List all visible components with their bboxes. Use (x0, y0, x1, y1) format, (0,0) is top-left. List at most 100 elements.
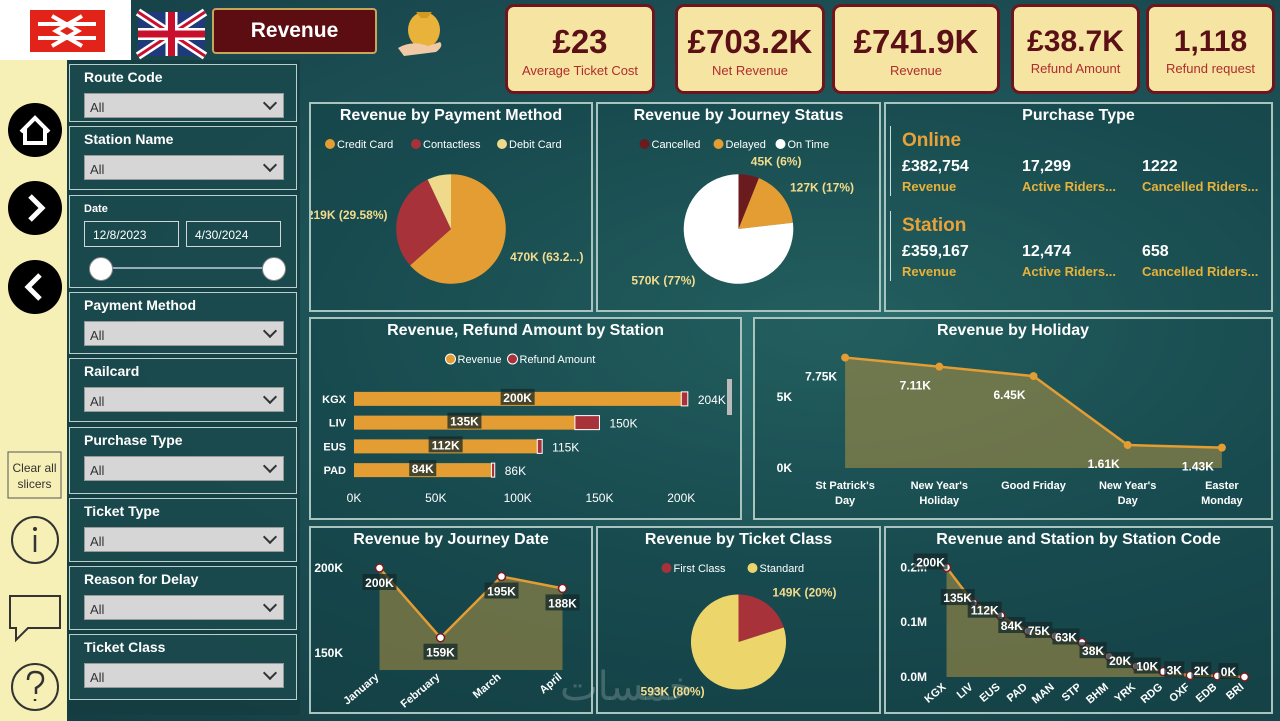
metric-value: 17,299 (1022, 158, 1071, 175)
metric-label: Cancelled Riders... (1142, 264, 1259, 279)
chart-title: Revenue by Payment Method (339, 107, 563, 124)
chart-panel: Revenue Refund Amount 0K 50K 100K 150K 200K KGX… (309, 317, 742, 520)
kpi-value: £703.2K (687, 23, 813, 60)
date-input[interactable]: 4/30/2024 (186, 221, 281, 247)
x-tick-label: New Year's Day (1099, 480, 1156, 507)
legend-label: Standard (760, 563, 805, 575)
pie-slice (396, 179, 451, 266)
chart-panel: Cancelled Delayed On Time 45K (6%) 127K (17%… (596, 102, 881, 312)
info-button[interactable] (11, 516, 59, 564)
x-tick-label: January (341, 671, 382, 708)
x-tick-label: April (538, 671, 565, 696)
kpi-label: Average Ticket Cost (521, 63, 639, 78)
chart: First Class Standard 149K (20%) 593K (80%) (641, 563, 836, 699)
label-bg (545, 594, 580, 611)
chart-title: Revenue by Journey Status (633, 107, 844, 124)
data-label: 195K (487, 585, 516, 599)
kpi-value: £741.9K (853, 23, 979, 60)
metric-label: Revenue (902, 179, 957, 194)
label-bg (1218, 663, 1239, 679)
x-tick-label: Easter Monday (1201, 480, 1243, 507)
logo (30, 10, 105, 52)
y-tick-label: KGX (322, 394, 347, 406)
data-label: 3K (1167, 663, 1183, 677)
data-label: 112K (432, 438, 460, 452)
slicer-dropdown[interactable]: All (84, 387, 284, 412)
data-label: 593K (80%) (641, 685, 705, 699)
bar-segment (574, 415, 600, 431)
label-bg (484, 582, 519, 599)
legend-marker (747, 563, 758, 573)
x-tick-label: 150K (585, 491, 613, 505)
y-tick-label: 0.1M (900, 615, 927, 629)
legend-label: On Time (788, 139, 830, 151)
label-bg (1191, 661, 1212, 678)
chart-title: Revenue by Ticket Class (644, 531, 833, 548)
label-line: New Year's (911, 480, 968, 492)
data-label: 7.11K (900, 379, 932, 393)
slicer-dropdown[interactable]: All (84, 93, 284, 118)
x-tick-label: STP (1060, 681, 1084, 704)
slicer-dropdown[interactable]: All (84, 456, 284, 481)
pie-slice (427, 174, 451, 229)
slicer-panel: Route Code All Station Name All Date 12/8/202… (67, 60, 300, 715)
dropdown-chevron (262, 157, 278, 173)
data-label: 6.45K (993, 388, 1025, 402)
y-tick-label: 5K (777, 390, 793, 404)
label-line: Day (1118, 495, 1139, 507)
y-tick-label: 0K (777, 461, 793, 475)
metric-value: 12,474 (1022, 243, 1071, 260)
pie-slice (738, 174, 759, 229)
slicer-value: All (90, 670, 105, 685)
kpi-card: £23 Average Ticket Cost (505, 4, 655, 94)
point (435, 632, 446, 643)
legend-label: Refund Amount (520, 354, 596, 366)
help-button[interactable] (11, 663, 59, 711)
clear-slicers-button[interactable]: Clear all slicers (12, 461, 57, 491)
x-tick-label: EUS (978, 681, 1003, 705)
data-label: 135K (943, 591, 972, 605)
next-button[interactable] (8, 181, 62, 235)
point (1239, 672, 1250, 682)
metric-label: Cancelled Riders... (1142, 179, 1259, 194)
x-tick-label: KGX (922, 681, 948, 706)
legend-label: First Class (674, 563, 726, 575)
data-label: 127K (17%) (790, 180, 854, 194)
page-title-button[interactable]: Revenue (212, 8, 377, 54)
date-input[interactable]: 12/8/2023 (84, 221, 179, 247)
x-tick-label: St Patrick's Day (815, 480, 874, 507)
slicer-dropdown[interactable]: All (84, 527, 284, 552)
x-tick-label: LIV (955, 681, 976, 702)
legend-label: Debit Card (509, 139, 562, 151)
metric-label: Active Riders... (1022, 264, 1116, 279)
total-label: 115K (552, 440, 579, 454)
slicer-dropdown[interactable]: All (84, 595, 284, 620)
slicer: Date 12/8/2023 4/30/2024 (69, 195, 297, 288)
dropdown-chevron (262, 665, 278, 681)
slicer-dropdown[interactable]: All (84, 155, 284, 180)
label-bg (362, 574, 397, 590)
data-label: 63K (1055, 631, 1077, 645)
slicer-dropdown[interactable]: All (84, 663, 284, 688)
kpi-card: £741.9K Revenue (832, 4, 1000, 94)
chat-button[interactable] (9, 595, 61, 643)
y-tick-label: 200K (314, 561, 343, 575)
x-tick-label: 50K (425, 491, 446, 505)
label-line: Easter (1205, 480, 1239, 492)
slicer-dropdown[interactable]: All (84, 321, 284, 346)
slider-handle[interactable] (89, 257, 113, 281)
back-button[interactable] (8, 260, 62, 314)
area (845, 357, 1222, 468)
total-label: 204K (698, 393, 726, 407)
home-button[interactable] (8, 103, 62, 157)
slider-handle[interactable] (262, 257, 286, 281)
watermark: خمسات (560, 664, 694, 710)
slicer: Ticket Class All (69, 634, 297, 700)
slicer-value: All (90, 100, 105, 115)
label-bg (1106, 652, 1134, 669)
chart: Revenue Refund Amount 0K 50K 100K 150K 200K KGX… (322, 353, 732, 505)
bar-segment (680, 391, 689, 407)
bar-segment (536, 438, 543, 454)
kpi-value: £38.7K (1027, 25, 1124, 58)
